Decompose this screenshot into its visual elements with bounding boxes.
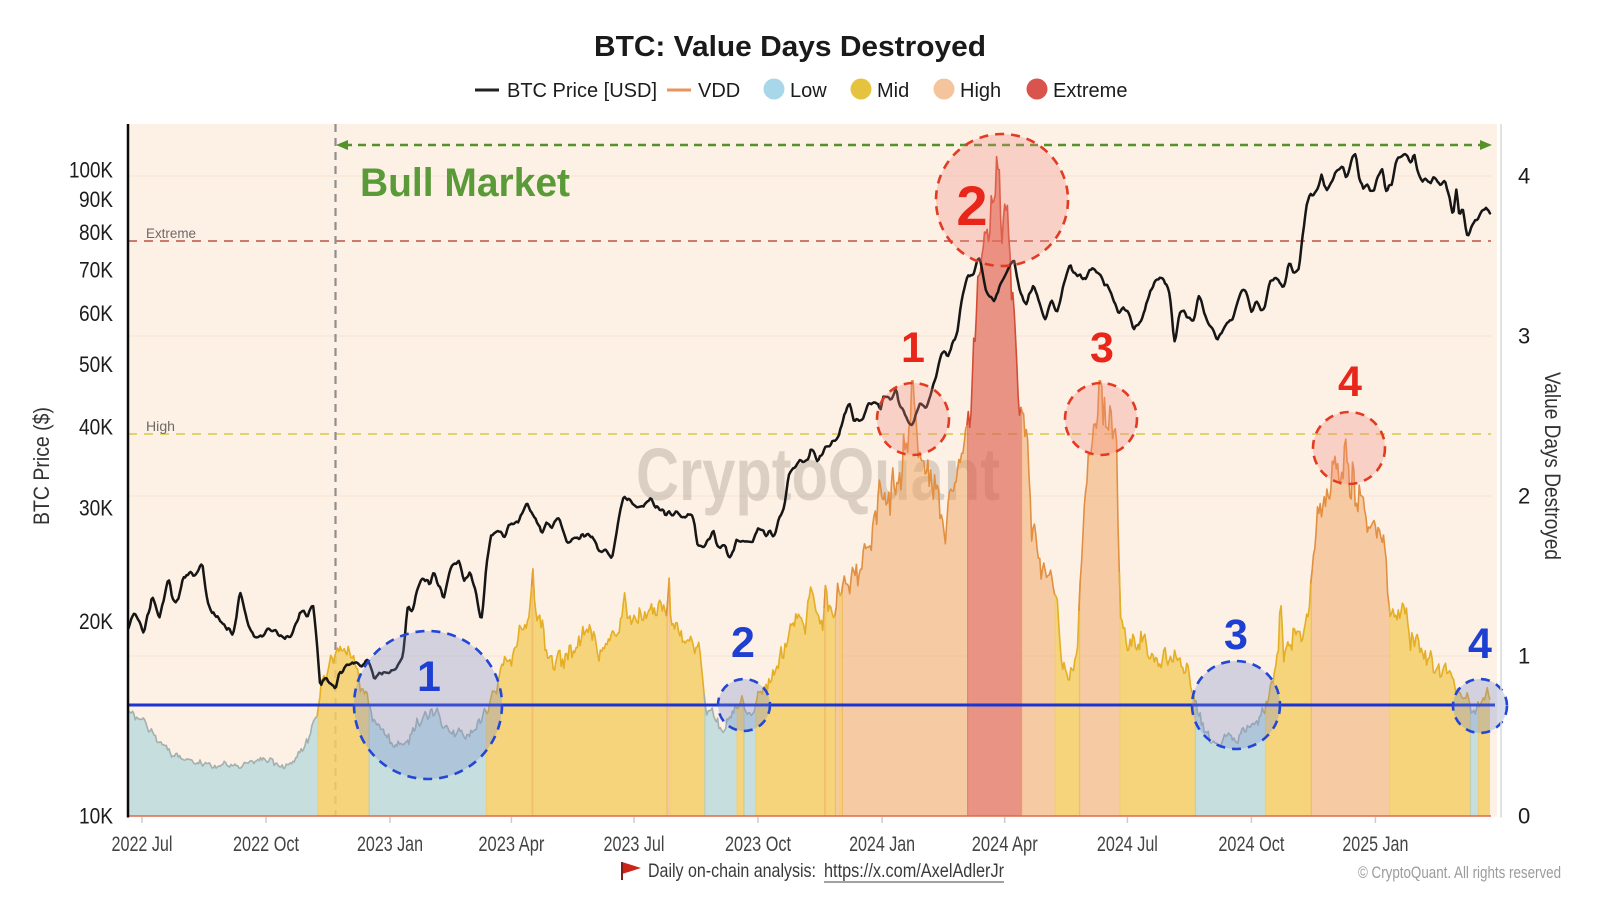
svg-text:4: 4: [1518, 164, 1530, 189]
svg-text:Value Days Destroyed: Value Days Destroyed: [1540, 372, 1565, 560]
svg-text:4: 4: [1338, 358, 1362, 406]
svg-text:Extreme: Extreme: [146, 226, 196, 241]
svg-text:2024 Oct: 2024 Oct: [1218, 833, 1284, 856]
svg-text:2024 Apr: 2024 Apr: [972, 833, 1038, 856]
svg-text:2023 Oct: 2023 Oct: [725, 833, 791, 856]
svg-text:60K: 60K: [79, 301, 113, 326]
svg-text:1: 1: [1518, 644, 1530, 669]
svg-text:2023 Jan: 2023 Jan: [357, 833, 423, 856]
svg-text:BTC: Value Days Destroyed: BTC: Value Days Destroyed: [594, 31, 986, 63]
svg-text:1: 1: [417, 653, 441, 701]
svg-text:Mid: Mid: [877, 80, 909, 102]
svg-text:90K: 90K: [79, 187, 113, 212]
svg-text:30K: 30K: [79, 495, 113, 520]
svg-text:2025 Jan: 2025 Jan: [1342, 833, 1408, 856]
svg-text:4: 4: [1468, 620, 1492, 668]
svg-text:2022 Jul: 2022 Jul: [112, 833, 173, 856]
svg-text:CryptoQuant: CryptoQuant: [636, 433, 1000, 516]
svg-text:BTC Price ($): BTC Price ($): [29, 407, 54, 525]
svg-text:2: 2: [956, 174, 987, 237]
svg-text:100K: 100K: [69, 158, 113, 183]
svg-text:40K: 40K: [79, 415, 113, 440]
svg-text:High: High: [146, 419, 175, 434]
svg-text:Daily on-chain analysis:: Daily on-chain analysis:: [648, 860, 816, 882]
svg-text:3: 3: [1518, 324, 1530, 349]
svg-text:70K: 70K: [79, 258, 113, 283]
svg-text:Bull Market: Bull Market: [360, 161, 570, 205]
svg-text:2022 Oct: 2022 Oct: [233, 833, 299, 856]
svg-text:2: 2: [731, 619, 755, 667]
svg-text:10K: 10K: [79, 804, 113, 829]
svg-text:BTC Price [USD]: BTC Price [USD]: [507, 80, 657, 102]
svg-text:1: 1: [901, 324, 925, 372]
svg-text:Low: Low: [790, 80, 827, 102]
svg-text:0: 0: [1518, 804, 1530, 829]
svg-text:VDD: VDD: [698, 80, 740, 102]
svg-text:3: 3: [1224, 611, 1248, 659]
svg-text:High: High: [960, 80, 1001, 102]
svg-text:80K: 80K: [79, 220, 113, 245]
svg-text:Extreme: Extreme: [1053, 80, 1127, 102]
svg-text:2: 2: [1518, 484, 1530, 509]
svg-text:2023 Jul: 2023 Jul: [604, 833, 665, 856]
svg-text:2024 Jan: 2024 Jan: [849, 833, 915, 856]
svg-text:2024 Jul: 2024 Jul: [1097, 833, 1158, 856]
svg-text:20K: 20K: [79, 609, 113, 634]
svg-text:3: 3: [1090, 324, 1114, 372]
svg-text:50K: 50K: [79, 352, 113, 377]
svg-text:2023 Apr: 2023 Apr: [478, 833, 544, 856]
svg-text:https://x.com/AxelAdlerJr: https://x.com/AxelAdlerJr: [824, 860, 1004, 882]
svg-text:© CryptoQuant. All rights rese: © CryptoQuant. All rights reserved: [1358, 864, 1561, 882]
